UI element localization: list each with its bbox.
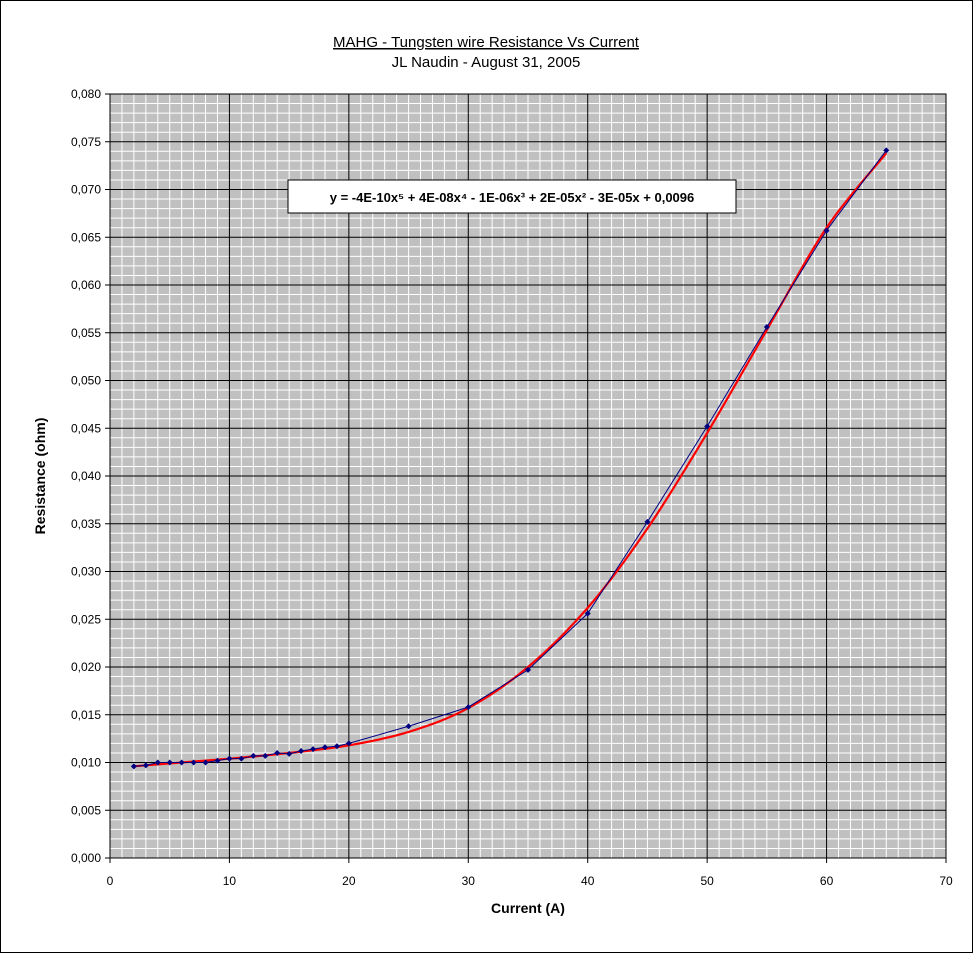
y-tick-label: 0,080 — [71, 87, 101, 101]
x-tick-label: 10 — [223, 874, 237, 888]
x-tick-label: 40 — [581, 874, 595, 888]
data-point — [262, 752, 269, 759]
chart-title: MAHG - Tungsten wire Resistance Vs Curre… — [333, 34, 640, 51]
data-point — [238, 755, 245, 762]
data-point — [310, 746, 317, 753]
plot-border — [109, 93, 947, 859]
data-point — [286, 750, 293, 757]
y-tick-label: 0,035 — [71, 517, 101, 531]
y-tick-label: 0,050 — [71, 374, 101, 388]
y-tick-label: 0,005 — [71, 803, 101, 817]
x-tick-label: 20 — [342, 874, 356, 888]
x-axis-title: Current (A) — [491, 900, 565, 916]
data-point — [130, 763, 137, 770]
y-tick-label: 0,030 — [71, 565, 101, 579]
trendline-equation: y = -4E-10x⁵ + 4E-08x⁴ - 1E-06x³ + 2E-05… — [330, 190, 694, 205]
data-point — [465, 704, 472, 711]
x-tick-label: 60 — [820, 874, 834, 888]
data-point — [298, 748, 305, 755]
data-point — [405, 723, 412, 730]
data-point — [644, 518, 651, 525]
data-point — [584, 610, 591, 617]
y-tick-label: 0,065 — [71, 230, 101, 244]
data-point — [202, 759, 209, 766]
plot-area: 0 10 20 30 40 50 60 70 0,000 0,005 0,010 0,015 0,020… — [71, 87, 953, 888]
data-series-line — [133, 150, 887, 767]
y-tick-label: 0,015 — [71, 708, 101, 722]
y-tick-label: 0,055 — [71, 326, 101, 340]
data-point — [178, 759, 185, 766]
data-point — [142, 762, 149, 769]
x-tick-label: 0 — [107, 874, 114, 888]
y-tick-label: 0,010 — [71, 756, 101, 770]
data-point — [321, 744, 328, 751]
data-point — [704, 423, 711, 430]
data-point — [345, 740, 352, 747]
y-tick-label: 0,020 — [71, 660, 101, 674]
data-point — [274, 749, 281, 756]
data-point — [214, 757, 221, 764]
trendline-equation-box — [287, 179, 737, 214]
x-tick-label: 50 — [700, 874, 714, 888]
y-axis-title: Resistance (ohm) — [32, 418, 48, 535]
y-tick-label: 0,000 — [71, 851, 101, 865]
y-tick-label: 0,075 — [71, 135, 101, 149]
x-tick-label: 70 — [939, 874, 953, 888]
x-tick-label: 30 — [462, 874, 476, 888]
y-tick-label: 0,070 — [71, 183, 101, 197]
chart-subtitle: JL Naudin - August 31, 2005 — [392, 54, 581, 71]
data-point — [763, 324, 770, 331]
data-point — [190, 759, 197, 766]
data-point — [250, 752, 257, 759]
data-point — [823, 227, 830, 234]
y-tick-label: 0,040 — [71, 469, 101, 483]
data-point — [525, 666, 531, 673]
data-point — [333, 743, 340, 750]
y-tick-label: 0,060 — [71, 278, 101, 292]
data-point — [226, 755, 233, 762]
data-point — [166, 759, 173, 766]
data-point — [154, 759, 161, 766]
y-tick-label: 0,025 — [71, 612, 101, 626]
y-tick-label: 0,045 — [71, 421, 101, 435]
data-point — [883, 147, 890, 154]
